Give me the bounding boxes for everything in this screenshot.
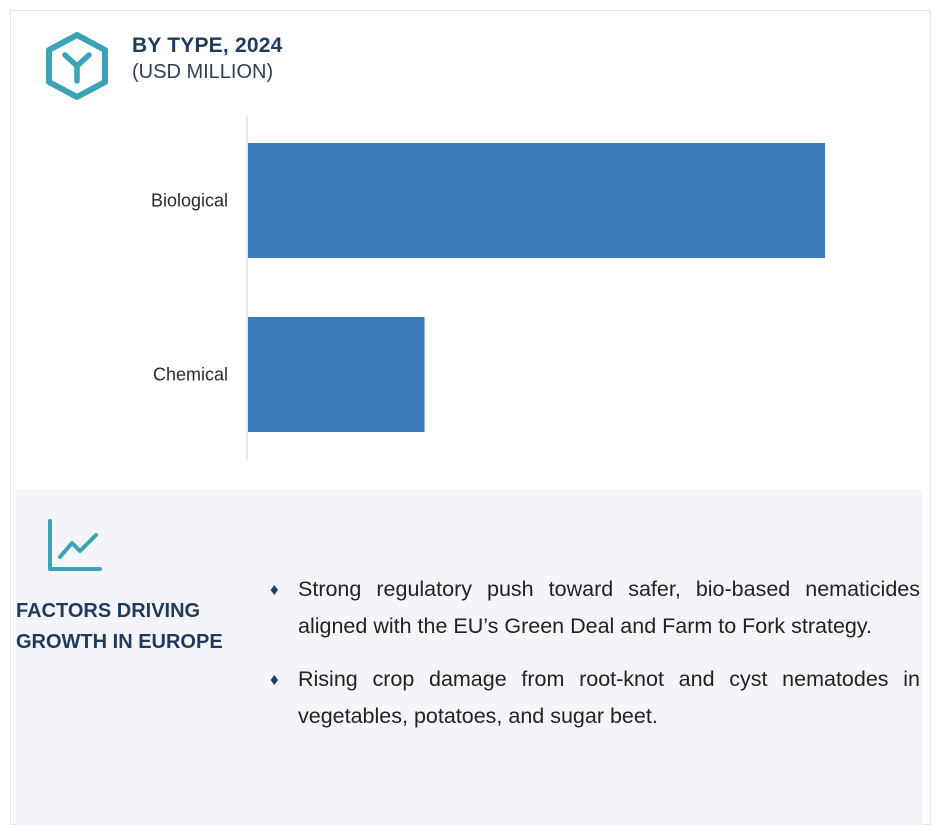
cube-y-icon — [46, 32, 108, 100]
factor-list: ♦ Strong regulatory push toward safer, b… — [268, 571, 920, 751]
factor-text: Strong regulatory push toward safer, bio… — [298, 577, 920, 638]
factors-title: FACTORS DRIVING GROWTH IN EUROPE — [16, 596, 256, 658]
chart-heading: BY TYPE, 2024 (USD MILLION) — [132, 34, 282, 84]
factor-text: Rising crop damage from root-knot and cy… — [298, 667, 920, 728]
diamond-bullet-icon: ♦ — [270, 580, 279, 599]
trend-line-chart-icon — [48, 519, 102, 571]
chart-subtitle: (USD MILLION) — [132, 61, 274, 83]
bar-chart: Biological Chemical — [151, 116, 825, 460]
diamond-bullet-icon: ♦ — [270, 670, 279, 689]
factors-panel — [16, 490, 922, 825]
factor-item: ♦ Strong regulatory push toward safer, b… — [268, 571, 920, 645]
chart-title: BY TYPE, 2024 — [132, 34, 283, 57]
category-label-biological: Biological — [151, 191, 228, 211]
bar-chemical — [248, 317, 425, 432]
bar-biological — [248, 143, 825, 258]
factors-title-line2: GROWTH IN EUROPE — [16, 631, 223, 653]
factor-item: ♦ Rising crop damage from root-knot and … — [268, 661, 920, 735]
factors-title-line1: FACTORS DRIVING — [16, 600, 201, 622]
category-label-chemical: Chemical — [153, 365, 228, 385]
